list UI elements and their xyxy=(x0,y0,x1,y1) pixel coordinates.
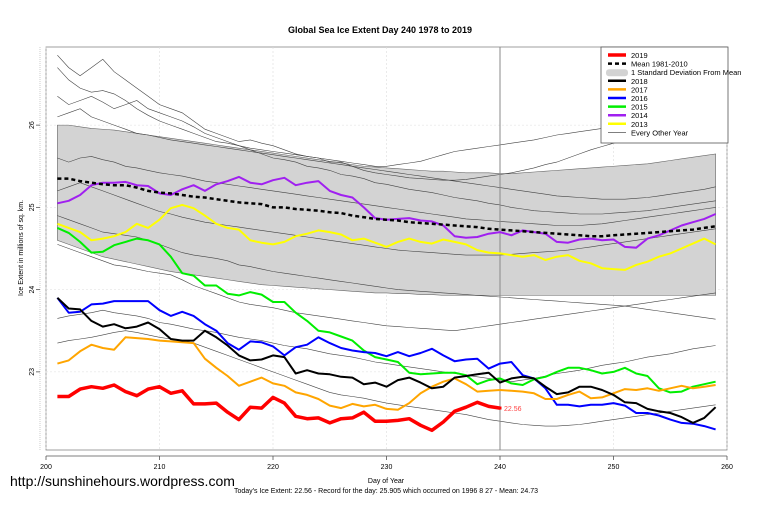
source-url: http://sunshinehours.wordpress.com xyxy=(10,473,235,489)
series-line-2019 xyxy=(57,383,501,433)
background-year-line xyxy=(57,95,716,215)
background-year-line xyxy=(57,244,716,332)
background-year-line xyxy=(57,108,716,200)
end-value-label: 22.56 xyxy=(504,406,522,413)
legend-entry-label: 2015 xyxy=(631,103,648,112)
series-line-2015 xyxy=(56,226,716,394)
series-line-2018 xyxy=(56,297,717,424)
legend-entry-label: 2014 xyxy=(631,111,648,120)
x-axis: 200 210 220 230 240 250 260 xyxy=(40,455,733,471)
series-line-2016 xyxy=(56,297,716,431)
legend-entry-label: 2016 xyxy=(631,94,648,103)
chart-title: Global Sea Ice Extent Day 240 1978 to 20… xyxy=(288,25,472,35)
series-group xyxy=(56,175,717,433)
legend-entry-label: 2017 xyxy=(631,85,648,94)
x-tick-label: 230 xyxy=(381,464,393,471)
y-axis-label: Ice Extent in millions of sq. km. xyxy=(18,200,25,296)
legend-entry-label: Every Other Year xyxy=(631,128,689,137)
y-axis: 23 24 25 26 xyxy=(29,47,41,450)
subtitle: Today's Ice Extent: 22.56 - Record for t… xyxy=(234,488,538,495)
background-year-line xyxy=(57,330,716,427)
end-value-marker xyxy=(498,406,502,410)
background-year-line xyxy=(57,309,716,383)
background-year-line xyxy=(57,54,716,181)
series-line-2017 xyxy=(57,336,716,411)
series-line-2013 xyxy=(57,203,717,271)
legend-entry-label: Mean 1981-2010 xyxy=(631,60,688,69)
legend-entry-label: 2018 xyxy=(631,77,648,86)
legend-entry-label: 1 Standard Deviation From Mean xyxy=(631,68,741,77)
x-tick-label: 210 xyxy=(154,464,166,471)
series-line-mean-1981-2010 xyxy=(57,177,716,238)
y-tick-label: 24 xyxy=(29,286,36,294)
x-tick-label: 220 xyxy=(267,464,279,471)
background-year-line xyxy=(57,215,716,320)
legend-swatch xyxy=(606,69,628,77)
y-tick-label: 25 xyxy=(29,203,36,211)
legend-entry-label: 2013 xyxy=(631,120,648,129)
x-tick-label: 240 xyxy=(494,464,506,471)
x-axis-label: Day of Year xyxy=(368,478,405,485)
std-dev-band xyxy=(57,124,716,296)
x-tick-label: 260 xyxy=(721,464,733,471)
x-tick-label: 250 xyxy=(608,464,620,471)
x-tick-label: 200 xyxy=(40,464,52,471)
y-tick-label: 23 xyxy=(29,368,36,376)
y-tick-label: 26 xyxy=(29,121,36,129)
legend-entry-label: 2019 xyxy=(631,51,648,60)
std-dev-band-area xyxy=(57,124,716,296)
background-year-line xyxy=(57,156,716,226)
